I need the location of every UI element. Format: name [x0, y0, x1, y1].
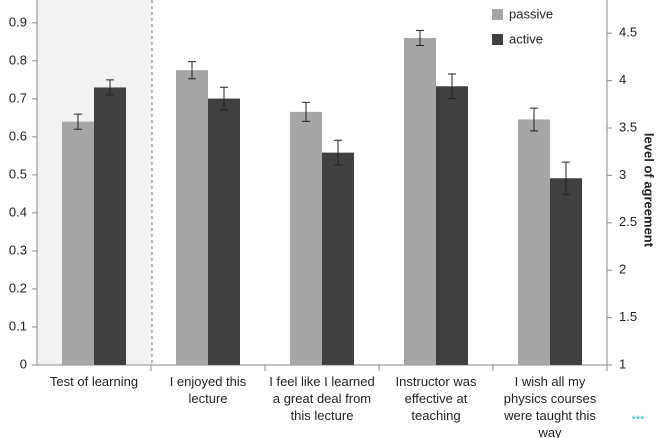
bar: [404, 37, 436, 365]
legend-swatch: [492, 34, 503, 45]
y2-tick-label: 4.5: [619, 25, 637, 40]
x-tick-line: teaching: [411, 408, 460, 423]
x-tick-line: way: [537, 425, 562, 438]
x-tick-line: lecture: [188, 391, 227, 406]
x-tick-line: I enjoyed this: [170, 374, 247, 389]
y-tick-label: 0.5: [9, 166, 27, 181]
y2-tick-label: 3.5: [619, 119, 637, 134]
bar: [290, 111, 322, 365]
x-tick-line: a great deal from: [273, 391, 371, 406]
error-bar: [188, 61, 196, 80]
error-bar: [106, 79, 114, 96]
y-tick-label: 0.4: [9, 204, 27, 219]
y-tick-label: 0.6: [9, 128, 27, 143]
x-tick-label: Instructor was effective at teaching: [396, 374, 477, 423]
y2-tick-label: 2: [619, 262, 626, 277]
error-bar: [334, 139, 342, 166]
error-bar: [530, 107, 538, 132]
y-tick-label: 0.2: [9, 280, 27, 295]
y-tick-label: 0.1: [9, 318, 27, 333]
error-bar: [302, 101, 310, 122]
x-tick-label: Test of learning: [50, 374, 138, 389]
bar: [94, 87, 126, 366]
legend-label: passive: [509, 6, 553, 21]
bar: [176, 70, 208, 365]
x-tick-label: I enjoyed this lecture: [170, 374, 247, 406]
y2-tick-label: 3: [619, 167, 626, 182]
x-tick-line: Instructor was: [396, 374, 477, 389]
y2-tick-label: 1: [619, 356, 626, 371]
bar: [62, 121, 94, 366]
x-tick-line: Test of learning: [50, 374, 138, 389]
y2-axis-label: level of agreement: [642, 133, 657, 248]
y2-tick-label: 1.5: [619, 309, 637, 324]
y-tick-label: 0.7: [9, 90, 27, 105]
error-bar: [562, 161, 570, 195]
error-bar: [74, 113, 82, 130]
annotation: ***: [632, 414, 646, 426]
y-tick-label: 0: [20, 356, 27, 371]
x-tick-line: I wish all my: [515, 374, 586, 389]
bar: [322, 152, 354, 365]
x-tick-label: I feel like I learned a great deal from th…: [269, 374, 375, 423]
y2-tick-label: 4: [619, 72, 626, 87]
y-tick-label: 0.8: [9, 52, 27, 67]
x-tick-line: this lecture: [291, 408, 354, 423]
y-tick-label: 0.3: [9, 242, 27, 257]
x-tick-line: were taught this: [503, 408, 596, 423]
bar: [518, 119, 550, 365]
error-bar: [416, 29, 424, 47]
x-tick-line: physics courses: [504, 391, 597, 406]
error-bar: [448, 73, 456, 100]
error-bar: [220, 86, 228, 111]
x-tick-label: I wish all my physics courses were taught …: [503, 374, 597, 438]
legend-label: active: [509, 31, 543, 46]
bar: [550, 178, 582, 365]
bar: [436, 86, 468, 365]
x-tick-line: effective at: [405, 391, 468, 406]
y2-tick-label: 2.5: [619, 214, 637, 229]
bar: [208, 98, 240, 365]
legend-swatch: [492, 9, 503, 20]
y-tick-label: 0.9: [9, 14, 27, 29]
x-tick-line: I feel like I learned: [269, 374, 375, 389]
